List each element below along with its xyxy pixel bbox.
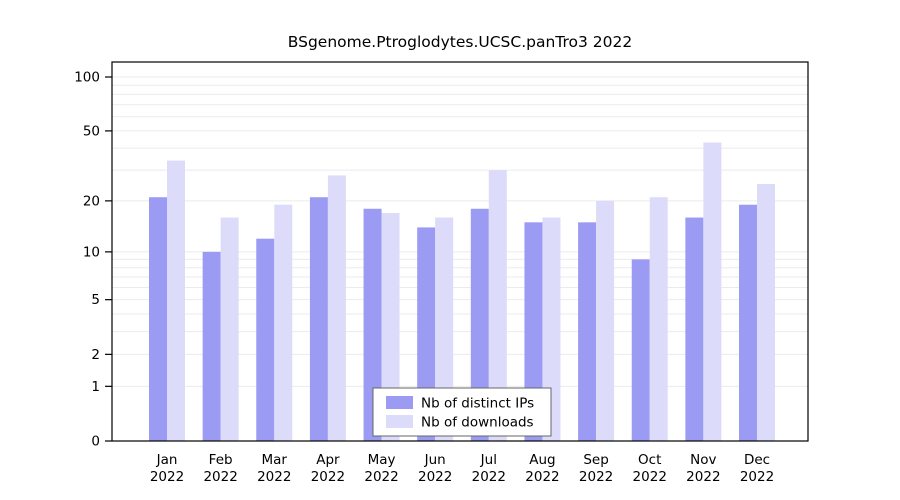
x-label-month-feb: Feb [209,452,233,468]
y-tick-label-10: 10 [83,244,100,260]
x-label-month-may: May [368,452,396,468]
y-tick-label-50: 50 [83,123,100,139]
x-label-year-may: 2022 [364,469,398,485]
x-label-year-feb: 2022 [203,469,237,485]
bar-distinct-ips-jul [470,208,489,441]
bar-downloads-jan [167,160,185,441]
x-label-year-mar: 2022 [257,469,291,485]
legend-swatch-distinct-ips [386,396,413,409]
bar-distinct-ips-jan [149,197,167,441]
bar-distinct-ips-oct [631,259,650,441]
x-axis: Jan2022Feb2022Mar2022Apr2022May2022Jun20… [150,452,774,485]
x-label-year-sep: 2022 [579,469,613,485]
bar-groups [149,142,775,441]
x-label-year-oct: 2022 [633,469,667,485]
x-label-year-jul: 2022 [472,469,506,485]
bar-distinct-ips-apr [309,197,328,441]
x-label-month-jan: Jan [156,452,178,468]
bar-downloads-jul [488,170,507,441]
y-tick-label-5: 5 [91,292,100,308]
legend-label-downloads: Nb of downloads [421,415,534,431]
x-label-month-jun: Jun [424,452,446,468]
y-tick-label-0: 0 [91,434,100,450]
y-axis: 0 1 2 5 10 20 50 100 [74,70,112,450]
x-label-year-apr: 2022 [311,469,345,485]
x-label-year-jun: 2022 [418,469,452,485]
bar-distinct-ips-sep [578,222,597,441]
x-label-month-jul: Jul [480,452,497,468]
bar-distinct-ips-may [363,208,382,441]
y-tick-label-1: 1 [91,379,100,395]
legend: Nb of distinct IPs Nb of downloads [372,387,552,437]
bar-downloads-apr [327,175,346,441]
bar-downloads-sep [596,200,615,441]
x-label-year-dec: 2022 [740,469,774,485]
bar-distinct-ips-mar [256,238,275,441]
x-label-year-aug: 2022 [525,469,559,485]
bar-downloads-dec [757,184,775,441]
x-label-month-mar: Mar [262,452,288,468]
legend-label-distinct-ips: Nb of distinct IPs [421,396,534,412]
bar-downloads-oct [649,197,668,441]
y-tick-label-100: 100 [74,70,100,86]
y-tick-label-20: 20 [83,193,100,209]
x-label-month-oct: Oct [638,452,661,468]
bar-downloads-nov [703,142,722,441]
x-label-month-sep: Sep [583,452,608,468]
bar-downloads-feb [220,217,239,441]
x-label-month-dec: Dec [744,452,770,468]
bar-downloads-jun [435,217,454,441]
chart-title: BSgenome.Ptroglodytes.UCSC.panTro3 2022 [288,33,633,51]
bar-downloads-mar [274,204,293,441]
bar-distinct-ips-nov [685,217,704,441]
bar-distinct-ips-feb [202,251,221,441]
y-tick-label-2: 2 [91,347,100,363]
x-label-month-nov: Nov [690,452,716,468]
x-label-month-apr: Apr [316,452,340,468]
x-label-year-jan: 2022 [150,469,184,485]
bar-downloads-may [381,213,400,441]
bar-downloads-aug [542,217,561,441]
bar-distinct-ips-aug [524,222,543,441]
legend-swatch-downloads [386,415,413,428]
x-label-month-aug: Aug [529,452,555,468]
bar-distinct-ips-dec [739,204,757,441]
x-label-year-nov: 2022 [686,469,720,485]
